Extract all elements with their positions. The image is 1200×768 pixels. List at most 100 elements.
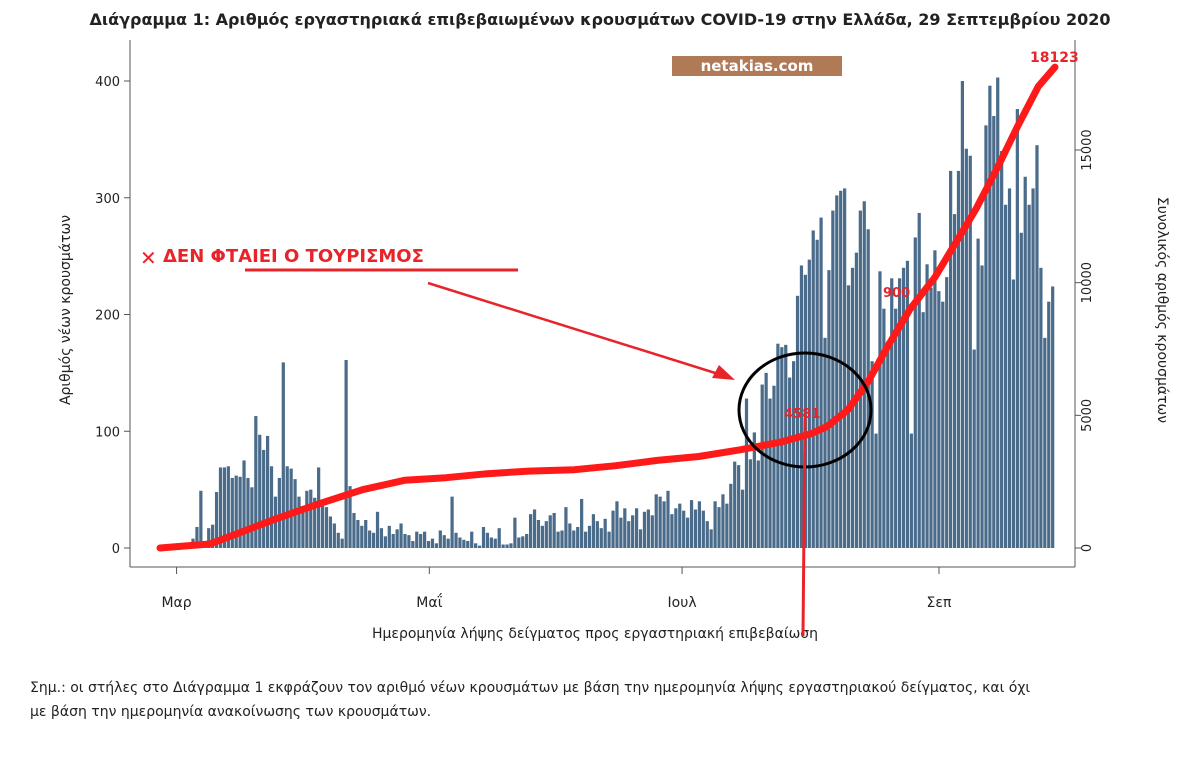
bar <box>811 230 815 548</box>
bar <box>356 519 360 548</box>
chart-title: Διάγραμμα 1: Αριθμός εργαστηριακά επιβεβ… <box>89 10 1111 29</box>
bar <box>474 543 478 548</box>
bar <box>823 337 827 548</box>
y-tick-label: 400 <box>95 75 120 90</box>
bar <box>843 188 847 548</box>
bar <box>905 260 910 548</box>
arrow-annotation <box>427 281 729 379</box>
y-tick-label: 200 <box>95 309 120 324</box>
bar <box>1023 176 1027 549</box>
bar <box>576 526 580 549</box>
bar <box>548 515 552 548</box>
bar <box>540 525 544 548</box>
bar <box>262 449 266 548</box>
bar <box>713 501 717 548</box>
bar <box>301 505 305 548</box>
cumulative-line-group <box>156 63 1059 552</box>
bar <box>819 217 823 548</box>
bar <box>489 537 493 548</box>
bar <box>258 434 262 548</box>
bar <box>964 148 968 548</box>
bar <box>595 521 599 548</box>
bar <box>521 536 525 549</box>
y2-axis-label: Συνολικός αριθμός κρουσμάτων <box>1154 197 1170 423</box>
bar <box>415 531 419 548</box>
bar <box>214 491 219 548</box>
label-18123: 18123 <box>1030 50 1079 66</box>
bar <box>780 347 784 548</box>
bar <box>878 271 882 548</box>
bar <box>195 526 199 549</box>
bar <box>705 521 709 548</box>
annotations-group: ✕ ΔΕΝ ΦΤΑΙΕΙ Ο ΤΟΥΡΙΣΜΟΣ 4581 900 18123 <box>140 50 1079 637</box>
bar <box>1031 188 1035 548</box>
bar <box>493 538 497 548</box>
bar <box>772 385 776 548</box>
bar <box>760 384 764 548</box>
watermark-logo: netakias.com <box>672 56 842 76</box>
vertical-marker-line <box>801 417 807 637</box>
bar <box>254 416 258 548</box>
y-tick-label: 300 <box>95 192 120 207</box>
y2-tick-label: 5000 <box>1080 399 1095 432</box>
bar <box>568 523 572 548</box>
bar <box>348 486 352 548</box>
bar <box>737 465 741 548</box>
bar <box>387 525 391 548</box>
bar <box>666 490 670 548</box>
bar <box>870 361 874 548</box>
bar <box>426 541 431 548</box>
bar <box>768 398 772 548</box>
label-4581: 4581 <box>784 407 820 422</box>
bar <box>827 270 831 548</box>
x-tick-label: Μαρ <box>161 595 191 611</box>
bar <box>222 467 227 548</box>
bar <box>623 508 627 549</box>
bar <box>371 532 376 548</box>
bar <box>654 494 658 548</box>
bar <box>980 265 984 548</box>
bar <box>309 489 313 549</box>
bar <box>419 533 423 548</box>
bar <box>886 341 890 548</box>
bar <box>587 525 592 548</box>
bar <box>477 545 482 548</box>
bar <box>795 295 800 548</box>
bar <box>831 210 835 548</box>
x-tick-label: Σεπ <box>927 595 952 611</box>
bar <box>1019 232 1023 548</box>
bar <box>281 362 285 548</box>
bar <box>423 531 427 548</box>
axes-group: 0 100 200 300 400 0 5000 10000 15000 Μαρ Μαΐ Ιουλ Σε… <box>58 40 1170 642</box>
bar <box>403 533 407 548</box>
bar <box>650 515 654 548</box>
bar <box>481 526 486 549</box>
bar <box>379 528 384 548</box>
bar <box>250 487 254 548</box>
bar <box>454 532 458 548</box>
tourism-annotation: ΔΕΝ ΦΤΑΙΕΙ Ο ΤΟΥΡΙΣΜΟΣ <box>163 246 424 267</box>
bar <box>607 531 611 548</box>
bar <box>1000 151 1004 549</box>
bar <box>792 361 796 548</box>
x-tick-label: Ιουλ <box>668 595 697 611</box>
bar <box>411 541 415 548</box>
bar <box>693 509 698 548</box>
bar <box>269 466 274 548</box>
bar <box>560 530 564 548</box>
arrow-head-icon <box>712 365 735 380</box>
bar <box>265 435 270 548</box>
bar <box>682 510 686 548</box>
bar <box>862 201 866 548</box>
bar <box>929 287 933 548</box>
bar <box>407 535 411 548</box>
bar <box>552 512 556 548</box>
bar <box>399 523 403 548</box>
bar <box>352 512 356 548</box>
bar <box>395 529 399 548</box>
bar <box>709 529 713 548</box>
footnote-line-1: Σημ.: οι στήλες στο Διάγραμμα 1 εκφράζου… <box>30 680 1031 696</box>
bar <box>846 285 851 548</box>
cumulative-line <box>156 63 1059 552</box>
bar <box>528 514 533 548</box>
